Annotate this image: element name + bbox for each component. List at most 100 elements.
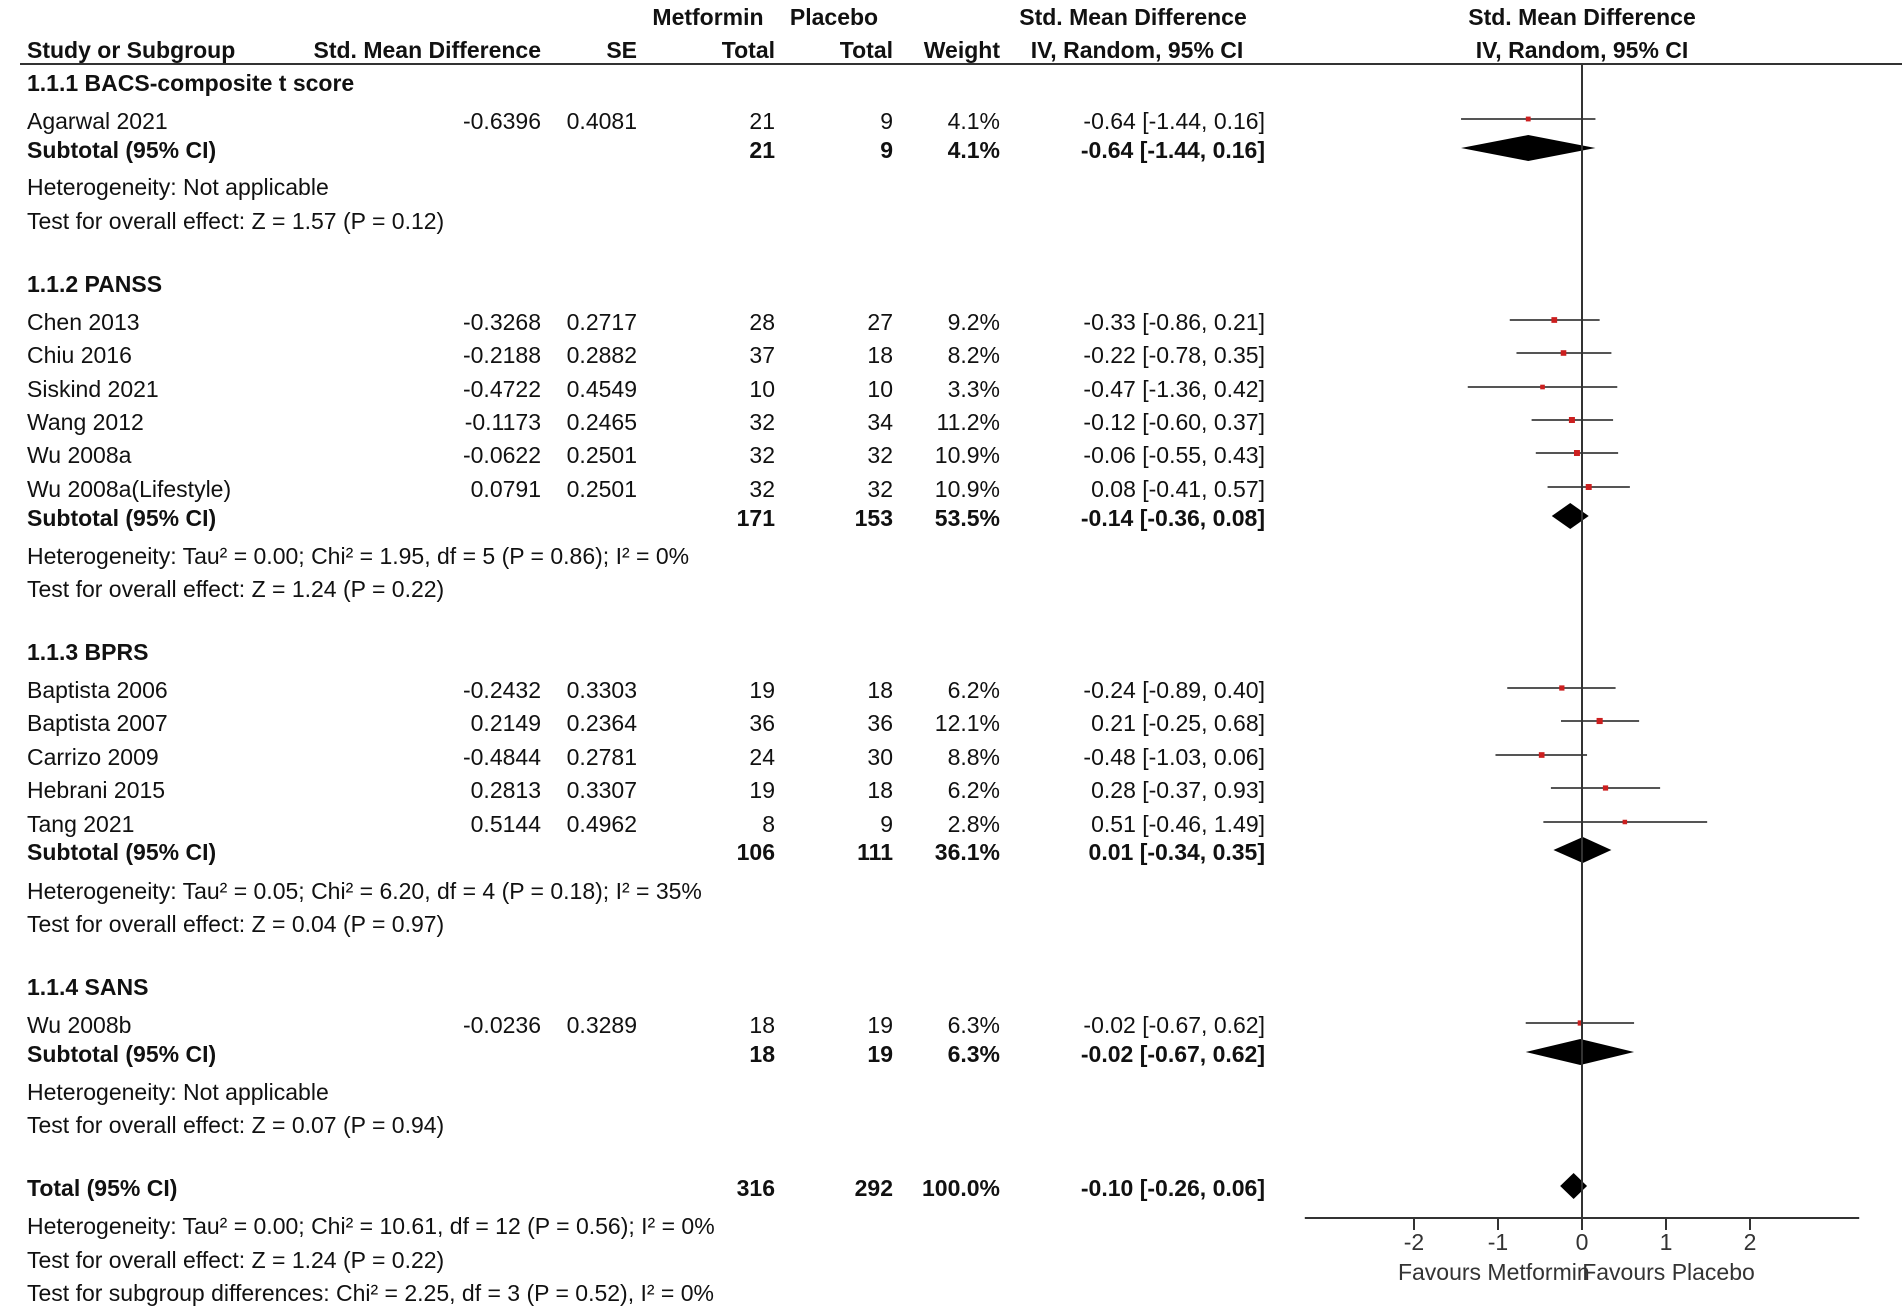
study-marker [1585, 484, 1592, 490]
study-row-n2: 10 [867, 376, 893, 402]
study-row-ci: -0.48 [-1.03, 0.06] [1083, 744, 1265, 770]
study-row-weight: 3.3% [947, 376, 1000, 402]
study-row-weight: 10.9% [934, 476, 1000, 502]
x-tick-label: 0 [1576, 1229, 1589, 1255]
study-row-smd: 0.2149 [470, 710, 541, 736]
header-plot-top: Std. Mean Difference [1468, 4, 1696, 30]
study-row-weight: 8.2% [947, 342, 1000, 368]
subtotal-row-label: Subtotal (95% CI) [27, 505, 217, 531]
study-row-n2: 34 [867, 409, 893, 435]
total-row-ci: -0.10 [-0.26, 0.06] [1080, 1175, 1265, 1201]
header-total1: Total [721, 37, 775, 63]
study-row-name: Tang 2021 [27, 811, 135, 837]
total-row-weight: 100.0% [921, 1175, 1000, 1201]
study-row-n2: 18 [867, 777, 893, 803]
study-row-n1: 24 [749, 744, 775, 770]
study-row-ci: -0.06 [-0.55, 0.43] [1083, 442, 1265, 468]
study-marker [1525, 116, 1531, 122]
study-row-smd: -0.3268 [462, 309, 541, 335]
study-row-name: Carrizo 2009 [27, 744, 159, 770]
study-row-ci: 0.08 [-0.41, 0.57] [1091, 476, 1265, 502]
study-row-n2: 32 [867, 476, 893, 502]
header-total2: Total [839, 37, 893, 63]
heterogeneity-text: Heterogeneity: Not applicable [27, 1079, 329, 1105]
subgroup-title: 1.1.1 BACS-composite t score [27, 70, 355, 96]
study-row-n2: 27 [867, 309, 893, 335]
study-row-n2: 30 [867, 744, 893, 770]
summary-diamond [1525, 1039, 1635, 1065]
heterogeneity-text: Heterogeneity: Tau² = 0.00; Chi² = 1.95,… [27, 543, 690, 569]
study-row-n1: 28 [749, 309, 775, 335]
study-row-name: Chiu 2016 [27, 342, 132, 368]
overall-effect-text: Test for overall effect: Z = 1.24 (P = 0… [27, 576, 445, 602]
study-row-weight: 6.2% [947, 677, 1000, 703]
subtotal-row-n1: 18 [749, 1041, 775, 1067]
study-row-n1: 18 [749, 1012, 775, 1038]
study-row-smd: -0.2188 [462, 342, 541, 368]
subtotal-row-ci: -0.14 [-0.36, 0.08] [1080, 505, 1265, 531]
study-row-n1: 32 [749, 409, 775, 435]
study-row-smd: -0.4722 [462, 376, 541, 402]
study-row-se: 0.2717 [566, 309, 637, 335]
study-row-name: Wu 2008b [27, 1012, 132, 1038]
summary-diamond [1461, 135, 1596, 161]
study-marker [1573, 450, 1580, 456]
study-row-n1: 19 [749, 677, 775, 703]
study-row-n2: 19 [867, 1012, 893, 1038]
study-marker [1560, 350, 1567, 356]
subgroup-title: 1.1.2 PANSS [27, 271, 163, 297]
study-row-n2: 32 [867, 442, 893, 468]
study-row-name: Hebrani 2015 [27, 777, 166, 803]
study-row-se: 0.3307 [566, 777, 637, 803]
study-row-n1: 32 [749, 476, 775, 502]
header-smd-method: IV, Random, 95% CI [1030, 37, 1244, 63]
x-tick-label: -1 [1488, 1229, 1508, 1255]
study-marker [1577, 1020, 1583, 1026]
header-smd: Std. Mean Difference [313, 37, 542, 63]
subtotal-row-n2: 153 [854, 505, 893, 531]
study-row-smd: 0.2813 [470, 777, 541, 803]
study-row-n1: 19 [749, 777, 775, 803]
header-study: Study or Subgroup [27, 37, 236, 63]
subtotal-row-weight: 6.3% [947, 1041, 1000, 1067]
favours-right-label: Favours Placebo [1582, 1259, 1755, 1285]
study-marker [1568, 416, 1575, 424]
study-row-name: Baptista 2007 [27, 710, 168, 736]
study-marker [1538, 752, 1545, 758]
study-row-se: 0.3303 [566, 677, 637, 703]
study-row-weight: 11.2% [936, 409, 1000, 435]
study-row-se: 0.2501 [566, 442, 637, 468]
study-row-weight: 12.1% [934, 710, 1000, 736]
header-plot-method: IV, Random, 95% CI [1475, 37, 1689, 63]
subgroup-title: 1.1.3 BPRS [27, 639, 149, 665]
subtotal-row-label: Subtotal (95% CI) [27, 1041, 217, 1067]
study-row-smd: -0.0236 [462, 1012, 541, 1038]
study-row-n1: 10 [749, 376, 775, 402]
study-row-weight: 8.8% [947, 744, 1000, 770]
header-weight: Weight [923, 37, 1000, 63]
study-row-se: 0.4081 [566, 108, 637, 134]
total-row-n2: 292 [854, 1175, 893, 1201]
study-row-name: Wang 2012 [27, 409, 144, 435]
study-row-ci: -0.02 [-0.67, 0.62] [1083, 1012, 1265, 1038]
study-marker [1622, 819, 1628, 825]
study-marker [1596, 717, 1603, 725]
study-row-ci: 0.21 [-0.25, 0.68] [1091, 710, 1265, 736]
subtotal-row-ci: 0.01 [-0.34, 0.35] [1088, 839, 1265, 865]
study-row-name: Wu 2008a [27, 442, 132, 468]
heterogeneity-text: Heterogeneity: Not applicable [27, 174, 329, 200]
study-row-ci: -0.47 [-1.36, 0.42] [1083, 376, 1265, 402]
study-marker [1551, 317, 1558, 323]
study-row-se: 0.2364 [566, 710, 637, 736]
subtotal-row-weight: 4.1% [947, 137, 1000, 163]
study-row-smd: -0.0622 [462, 442, 541, 468]
study-row-name: Wu 2008a(Lifestyle) [27, 476, 232, 502]
study-row-weight: 4.1% [947, 108, 1000, 134]
study-row-name: Baptista 2006 [27, 677, 168, 703]
subgroup-title: 1.1.4 SANS [27, 974, 149, 1000]
x-tick-label: 1 [1660, 1229, 1673, 1255]
study-marker [1602, 785, 1609, 791]
summary-diamond [1551, 503, 1589, 529]
overall-effect-text: Test for overall effect: Z = 0.07 (P = 0… [27, 1112, 445, 1138]
